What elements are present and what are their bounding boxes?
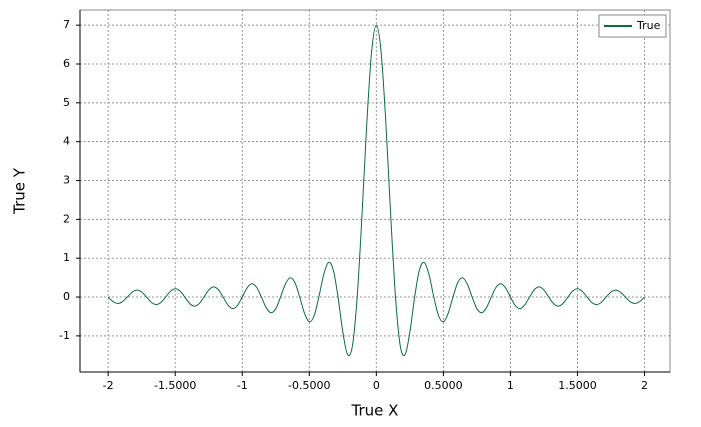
y-tick-label: 0 [63,290,70,303]
y-tick-label: 5 [63,96,70,109]
y-tick-label: 6 [63,57,70,70]
x-tick-label: 0 [373,379,380,392]
x-tick-label: 2 [641,379,648,392]
x-tick-label: -0.5000 [288,379,330,392]
y-tick-label: 3 [63,174,70,187]
y-tick-label: 1 [63,251,70,264]
y-tick-label: -1 [59,329,70,342]
y-tick-label: 2 [63,212,70,225]
x-tick-label: 0.5000 [424,379,463,392]
x-tick-label: 1 [507,379,514,392]
x-tick-label: -2 [103,379,114,392]
y-tick-label: 4 [63,135,70,148]
x-tick-label: -1 [237,379,248,392]
legend-label: True [636,19,661,32]
legend-box [598,14,667,38]
x-tick-label: -1.5000 [154,379,196,392]
y-axis-label: True Y [11,167,29,215]
y-tick-label: 7 [63,18,70,31]
series-line [107,24,645,357]
x-axis-label: True X [351,402,399,420]
x-tick-label: 1.5000 [558,379,597,392]
